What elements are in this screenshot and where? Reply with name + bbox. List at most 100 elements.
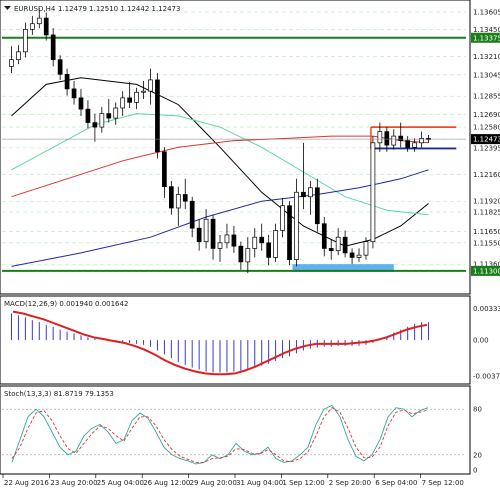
price-axis-label: 1.13605 (473, 8, 500, 16)
time-axis-label: 22 Aug 2016 (4, 479, 49, 487)
price-axis-label: 1.11650 (473, 228, 500, 236)
stoch-axis-label: 0 (473, 467, 477, 475)
price-axis-label: 1.12855 (473, 93, 500, 101)
price-axis-label: 1.12395 (473, 144, 500, 152)
stoch-series-line (11, 404, 429, 465)
candle-body (182, 194, 188, 202)
candle-body (85, 108, 91, 123)
symbol-label: EURUSD,H4 (14, 5, 56, 13)
stoch-axis: 80 20 0 (473, 406, 482, 475)
candle-body (280, 205, 285, 231)
candle-body (113, 107, 119, 119)
price-axis-tag (471, 32, 500, 43)
candle-body (356, 254, 362, 258)
ohlc-readout: 1.12479 1.12510 1.12442 1.12473 (58, 5, 180, 13)
candle-body (224, 234, 230, 244)
time-axis: 22 Aug 2016 23 Aug 20:00 25 Aug 04:00 26 Au… (2, 474, 464, 487)
macd-signal-line (12, 310, 428, 376)
candle-body (384, 131, 390, 146)
symbol-triangle-icon (4, 6, 11, 10)
price-axis-label: 1.13210 (473, 53, 500, 61)
price-axis-label: 1.12160 (473, 171, 500, 179)
candle-body (141, 90, 146, 93)
time-axis-label: 2 Sep 20:00 (329, 479, 371, 487)
candle-body (9, 59, 14, 67)
candle-body (189, 200, 195, 229)
candle-body (99, 113, 105, 128)
candle-body (412, 142, 417, 148)
candle-body (335, 236, 341, 252)
macd-axis: 0.003333 0.00 -0.003795 (473, 305, 500, 381)
candle-body (16, 51, 21, 61)
candle-body (196, 227, 202, 243)
stoch-levels (2, 408, 466, 456)
price-axis-tag (471, 134, 500, 145)
candle-body (342, 236, 348, 254)
price-axis-label: 1.11300 (473, 267, 500, 275)
candle-body (363, 241, 369, 256)
candle-body (308, 187, 313, 198)
candle-body (78, 97, 84, 110)
candle-body (210, 218, 216, 249)
candle-body (398, 135, 404, 141)
price-axis-label: 1.11825 (473, 208, 500, 216)
candle-body (252, 236, 258, 249)
price-axis-label: 1.12580 (473, 124, 500, 132)
moving-average-line (11, 77, 429, 247)
candle-body (175, 194, 181, 209)
price-axis-label: 1.11550 (473, 239, 500, 247)
candles (2, 8, 466, 274)
candle-body (377, 131, 383, 144)
price-axis-label: 1.11920 (473, 198, 500, 206)
macd-panel-frame (0, 295, 471, 385)
macd-axis-label: -0.003795 (473, 373, 500, 381)
time-axis-label: 29 Aug 20:00 (190, 479, 237, 487)
candle-body (120, 97, 126, 109)
price-axis-label: 1.13375 (473, 34, 500, 42)
macd-signal-line (12, 310, 428, 376)
price-axis-label: 1.13450 (473, 26, 500, 34)
candle-body (36, 17, 42, 25)
price-axis-label: 1.13045 (473, 71, 500, 79)
price-zones (292, 264, 394, 273)
candle-body (349, 252, 355, 258)
candle-body (168, 186, 174, 209)
candle-body (321, 223, 327, 249)
candle-body (29, 23, 35, 30)
time-axis-label: 6 Sep 04:00 (375, 479, 417, 487)
candle-body (238, 245, 244, 263)
candle-body (405, 140, 411, 148)
time-axis-label: 25 Aug 04:00 (97, 479, 144, 487)
candle-body (328, 248, 334, 252)
price-axis-label: 1.12473 (473, 136, 500, 144)
candle-body (231, 234, 237, 247)
time-axis-label: 26 Aug 12:00 (143, 479, 190, 487)
candle-body (134, 91, 139, 103)
time-axis-label: 23 Aug 20:00 (50, 479, 97, 487)
price-panel-frame (0, 0, 471, 295)
price-axis-tag (471, 265, 500, 276)
macd-histogram (10, 313, 430, 373)
time-axis-label: 1 Sep 12:00 (282, 479, 324, 487)
stoch-panel[interactable]: 80 20 0 Stoch(13,3,3) 81.8719 79.1353 (0, 385, 482, 475)
candle-body (294, 191, 299, 261)
candle-body (266, 242, 272, 258)
stoch-axis-label: 80 (473, 406, 482, 414)
macd-panel[interactable]: 0.003333 0.00 -0.003795 MACD(12,26,9) 0.00… (0, 295, 500, 385)
price-axis-label: 1.11360 (473, 261, 500, 269)
price-axis-label: 1.12690 (473, 111, 500, 119)
candle-body (57, 59, 63, 75)
candle-body (245, 248, 251, 263)
candle-body (419, 137, 424, 144)
candle-body (217, 242, 223, 249)
candle-body (287, 205, 292, 261)
stoch-lines (11, 404, 429, 465)
stoch-axis-label: 20 (473, 451, 482, 459)
candle-body (71, 88, 77, 99)
macd-title: MACD(12,26,9) 0.001940 0.001642 (4, 300, 128, 308)
macd-axis-label: 0.00 (473, 337, 489, 345)
candle-body (23, 28, 28, 53)
